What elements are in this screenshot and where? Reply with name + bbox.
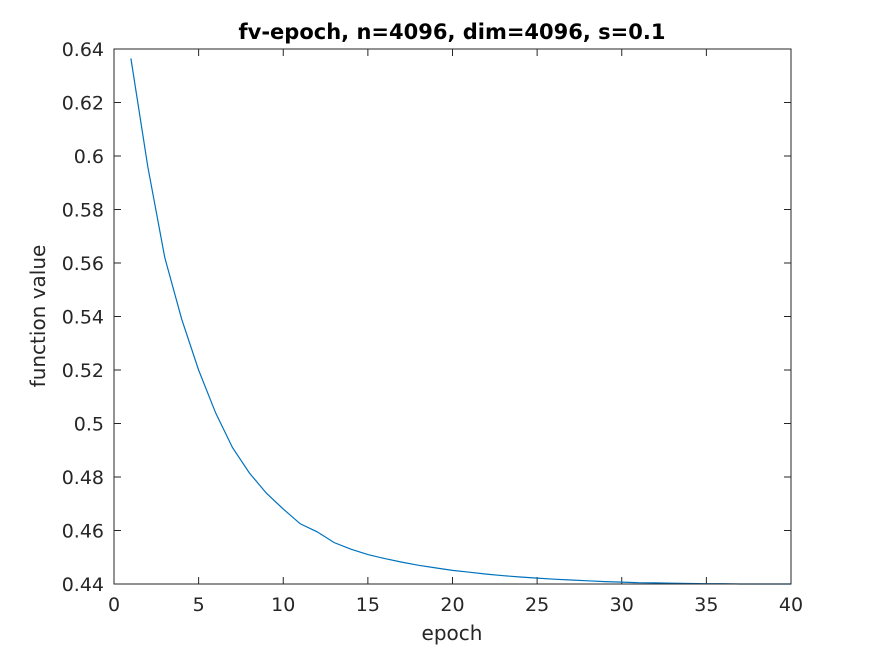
x-tick-label: 5 [193,594,205,616]
plot-box [113,48,792,585]
x-tick-label: 40 [779,594,803,616]
y-tick-label: 0.54 [62,307,104,329]
y-tick-label: 0.44 [62,574,104,596]
y-axis-ticks: 0.44 0.46 0.48 0.5 0.52 0.54 0.56 0.58 0.6 0.62 0.… [62,39,791,596]
x-tick-label: 35 [694,594,718,616]
x-tick-label: 25 [525,594,549,616]
y-axis-label: function value [26,245,50,388]
x-tick-label: 30 [610,594,634,616]
plot-area-background [114,49,791,584]
y-tick-label: 0.5 [74,414,104,436]
x-axis-ticks: 0 5 10 15 20 25 30 35 40 [108,49,803,616]
x-axis-label: epoch [422,621,483,645]
y-tick-label: 0.48 [62,467,104,489]
x-tick-label: 15 [356,594,380,616]
y-tick-label: 0.64 [62,39,104,61]
x-tick-label: 20 [440,594,464,616]
y-tick-label: 0.58 [62,200,104,222]
series-line [130,58,791,585]
y-tick-label: 0.56 [62,253,104,275]
x-tick-label: 0 [108,594,120,616]
y-tick-label: 0.46 [62,521,104,543]
x-tick-label: 10 [271,594,295,616]
y-tick-label: 0.52 [62,360,104,382]
y-tick-label: 0.6 [74,146,104,168]
y-tick-label: 0.62 [62,93,104,115]
chart-title: fv-epoch, n=4096, dim=4096, s=0.1 [239,20,666,44]
